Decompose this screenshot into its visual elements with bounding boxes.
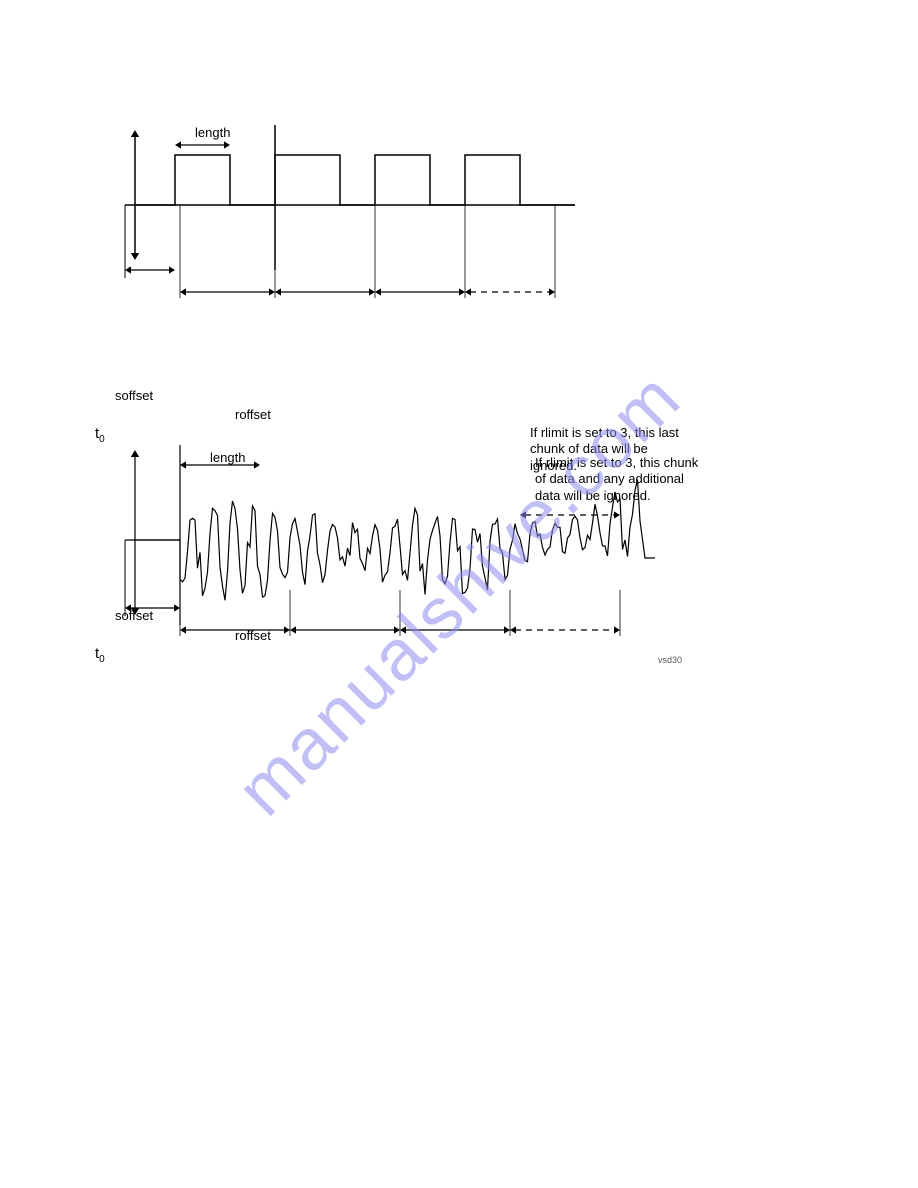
d2-length-label: length	[210, 450, 245, 466]
d2-soffset-label: soffset	[115, 608, 153, 624]
d1-roffset-label: roffset	[235, 407, 271, 423]
d2-t0-sub: 0	[99, 654, 105, 665]
d2-roffset-label: roffset	[235, 628, 271, 644]
d1-soffset-label: soffset	[115, 388, 153, 404]
d1-length-label: length	[195, 125, 230, 141]
page: length soffset roffset t0 If rlimit is s…	[0, 0, 918, 1188]
d2-t0-label: t0	[95, 645, 105, 667]
diagram-1	[80, 120, 700, 360]
d2-figure-code: vsd30	[658, 655, 682, 666]
d2-caption: If rlimit is set to 3, this chunk of dat…	[535, 455, 705, 504]
